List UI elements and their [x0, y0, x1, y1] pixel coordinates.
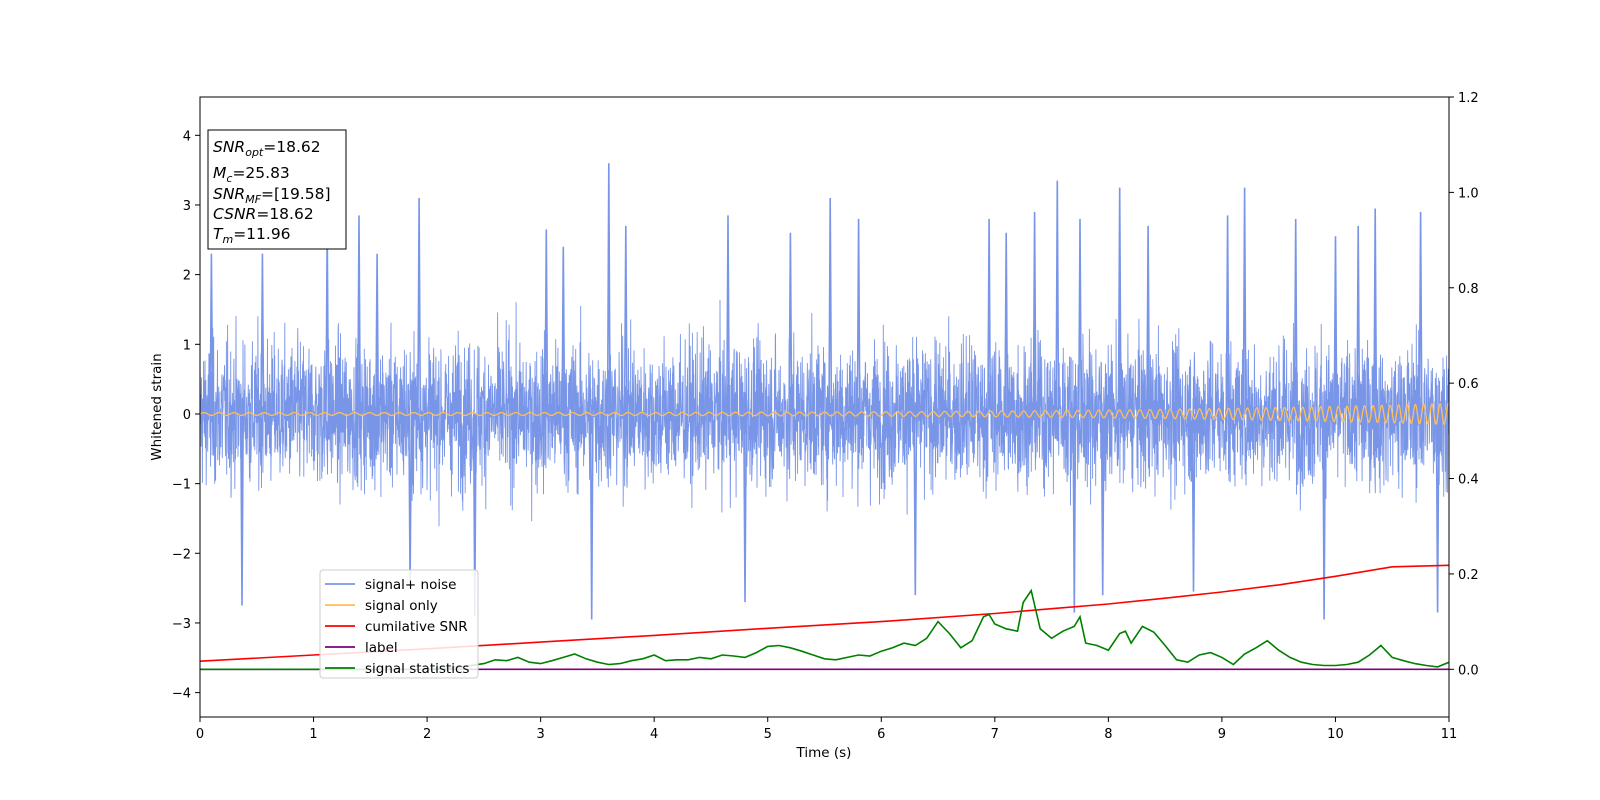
x-tick-label: 0: [196, 727, 204, 742]
legend-label: signal statistics: [365, 661, 469, 677]
y-tick-label: 2: [183, 269, 191, 284]
info-snr-mf: SNRMF=[19.58]: [213, 185, 331, 206]
x-tick-label: 3: [536, 727, 544, 742]
legend-item-signal-only: signal only: [325, 598, 438, 614]
y2-tick-label: 1.2: [1458, 91, 1479, 106]
x-tick-label: 9: [1218, 727, 1226, 742]
legend-item-signal-statistics: signal statistics: [325, 661, 469, 677]
series-line-signal-statistics: [200, 588, 1449, 671]
y-tick-label: −2: [172, 547, 191, 562]
plot-area: [200, 163, 1449, 671]
x-tick-label: 6: [877, 727, 885, 742]
series-line-signal-only: [200, 402, 1449, 425]
info-box-frame: [207, 129, 347, 250]
y2-tick-label: 0.2: [1458, 568, 1479, 583]
x-tick-label: 5: [764, 727, 772, 742]
y-axis-left: −4 −3 −2 −1 0 1 2 3 4: [172, 129, 200, 702]
y-axis-label: Whitened strain: [149, 353, 165, 460]
y2-tick-label: 0.0: [1458, 663, 1479, 678]
y2-tick-label: 0.8: [1458, 282, 1479, 297]
info-box: SNRopt=18.62 Mc=25.83 SNRMF=[19.58] CSNR…: [207, 129, 347, 250]
x-tick-label: 10: [1327, 727, 1344, 742]
y-tick-label: −1: [172, 478, 191, 493]
series-line-signal-noise: [200, 299, 1449, 527]
info-mc: Mc=25.83: [213, 164, 290, 185]
y-tick-label: 0: [183, 408, 191, 423]
x-tick-label: 4: [650, 727, 658, 742]
y-axis-right: 0.0 0.2 0.4 0.6 0.8 1.0 1.2: [1449, 91, 1479, 678]
info-tm: Tm=11.96: [213, 225, 291, 246]
legend-label: label: [365, 640, 398, 656]
legend-label: signal only: [365, 598, 438, 614]
y-tick-label: 1: [183, 338, 191, 353]
info-snr-opt: SNRopt=18.62: [213, 138, 321, 159]
y-tick-label: 4: [183, 129, 191, 144]
x-axis-label: Time (s): [796, 745, 852, 761]
y2-tick-label: 0.6: [1458, 377, 1479, 392]
y-tick-label: −4: [172, 687, 191, 702]
legend-item-cumulative-snr: cumilative SNR: [325, 619, 468, 635]
legend-label: signal+ noise: [365, 577, 456, 593]
x-tick-label: 8: [1104, 727, 1112, 742]
legend-item-label: label: [325, 640, 398, 656]
series-line-cumulative-snr: [200, 564, 1449, 662]
y2-tick-label: 1.0: [1458, 186, 1479, 201]
x-tick-label: 11: [1441, 727, 1458, 742]
y-tick-label: 3: [183, 199, 191, 214]
legend: signal+ noise signal only cumilative SNR la…: [319, 569, 479, 679]
x-axis: 0 1 2 3 4 5 6 7 8 9 10 11: [196, 717, 1457, 742]
y2-tick-label: 0.4: [1458, 473, 1479, 488]
x-tick-label: 2: [423, 727, 431, 742]
x-tick-label: 7: [991, 727, 999, 742]
y-tick-label: −3: [172, 617, 191, 632]
info-csnr: CSNR=18.62: [213, 205, 314, 223]
plot-frame: [199, 96, 1450, 718]
x-tick-label: 1: [309, 727, 317, 742]
legend-item-signal-noise: signal+ noise: [325, 577, 456, 593]
legend-frame: [319, 569, 479, 679]
legend-label: cumilative SNR: [365, 619, 468, 635]
